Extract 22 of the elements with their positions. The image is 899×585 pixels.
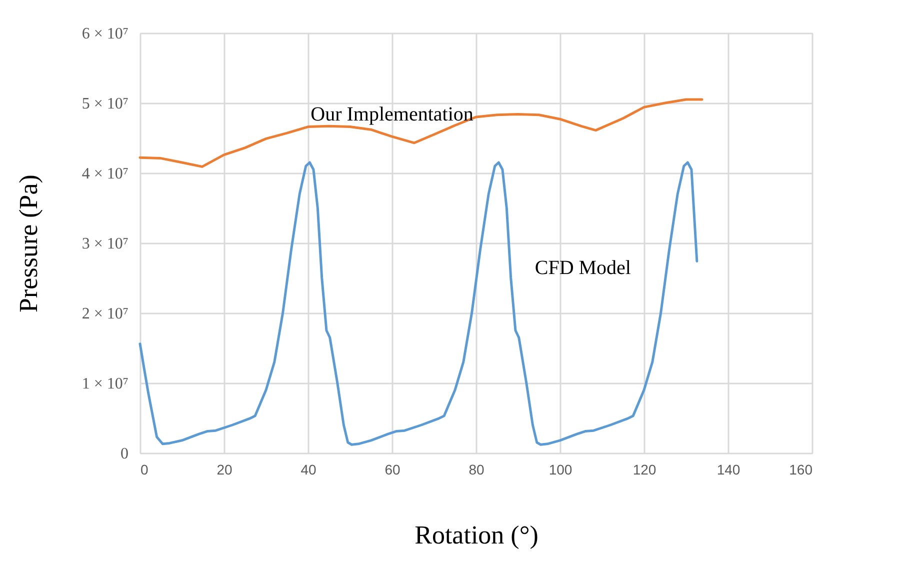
series-label: Our Implementation [310, 104, 474, 126]
y-tick-label: 1 × 10⁷ [82, 376, 128, 392]
x-axis-title: Rotation (°) [414, 520, 538, 550]
series-label: CFD Model [534, 257, 632, 279]
y-tick-label: 3 × 10⁷ [82, 236, 128, 252]
x-tick-label: 100 [548, 462, 572, 478]
x-tick-label: 160 [789, 462, 813, 478]
y-tick-label: 0 [120, 446, 128, 462]
x-tick-label: 140 [716, 462, 740, 478]
y-tick-label: 6 × 10⁷ [82, 26, 128, 42]
y-tick-label: 5 × 10⁷ [82, 96, 128, 112]
y-tick-label: 2 × 10⁷ [82, 306, 128, 322]
y-axis-title: Pressure (Pa) [14, 174, 43, 312]
line-series [138, 98, 704, 168]
x-tick-label: 0 [140, 462, 148, 478]
line-series [138, 161, 698, 446]
x-tick-label: 80 [468, 462, 484, 478]
x-tick-label: 20 [216, 462, 232, 478]
x-tick-label: 40 [300, 462, 316, 478]
y-tick-label: 4 × 10⁷ [82, 166, 128, 182]
x-tick-label: 60 [384, 462, 400, 478]
x-tick-label: 120 [632, 462, 656, 478]
